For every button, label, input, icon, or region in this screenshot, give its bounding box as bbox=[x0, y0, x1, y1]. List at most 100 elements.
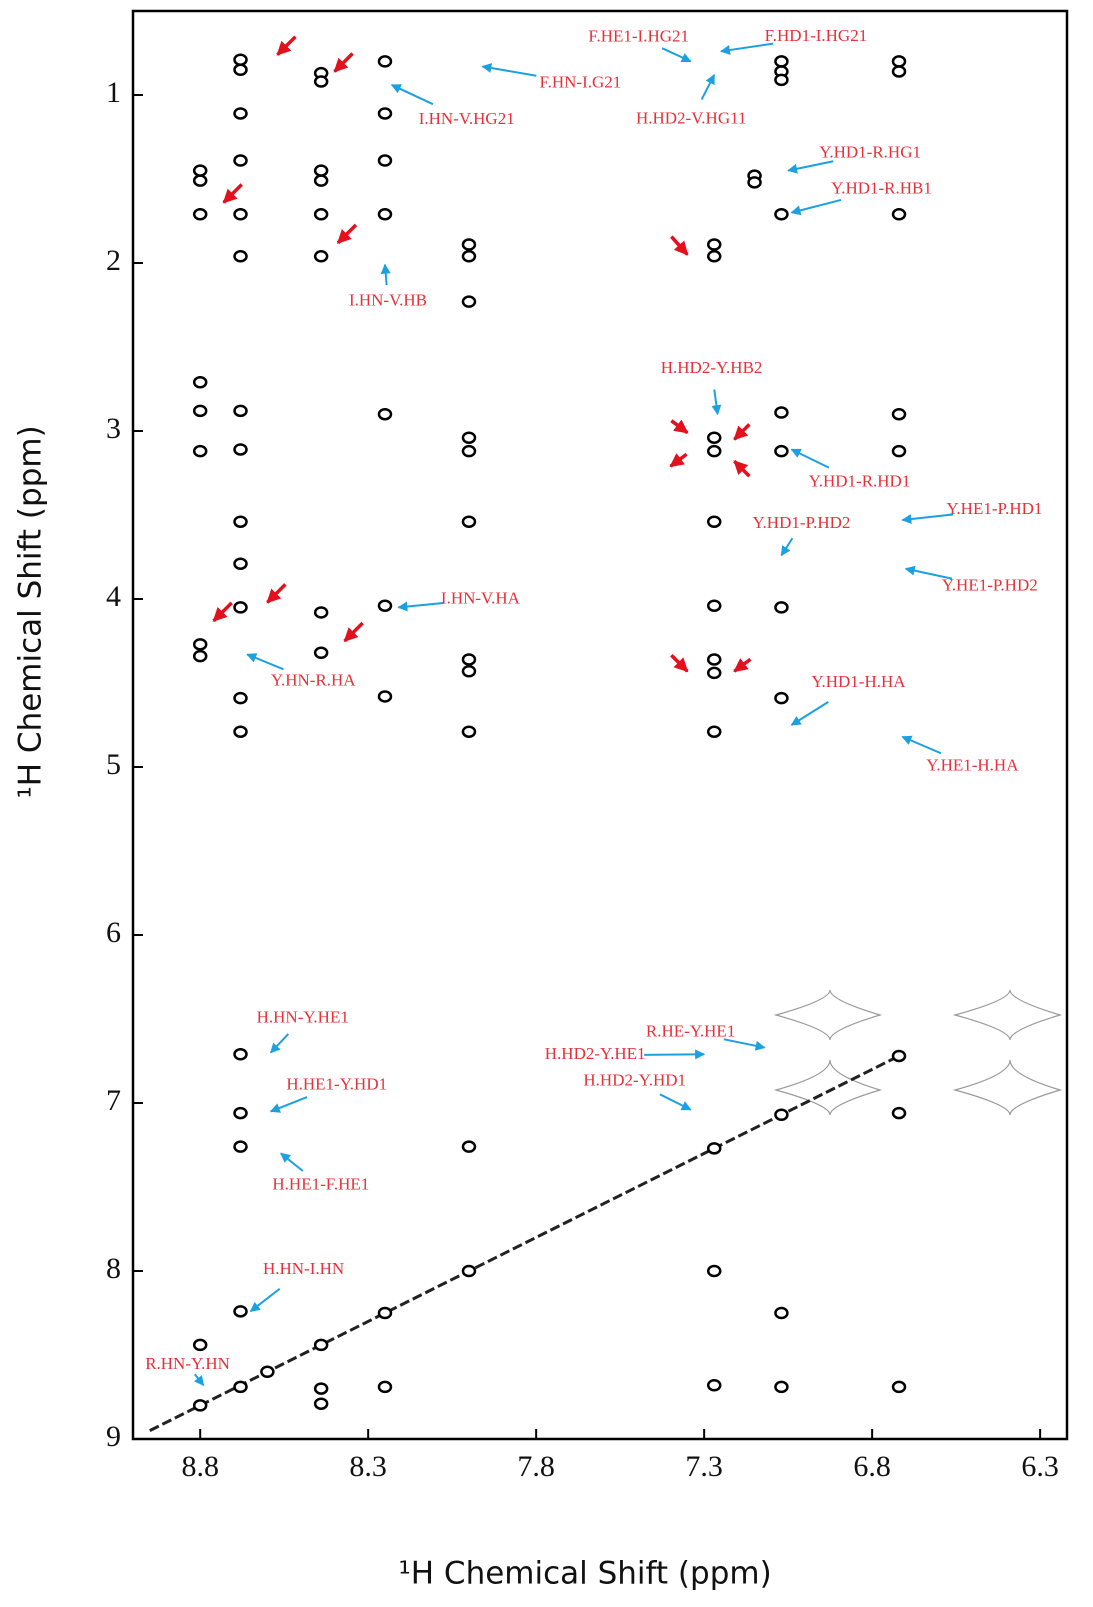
peak bbox=[775, 75, 787, 85]
peak bbox=[315, 166, 327, 176]
plot-frame bbox=[133, 11, 1067, 1439]
peak bbox=[708, 517, 720, 527]
annotation-label: Y.HD1-R.HD1 bbox=[809, 471, 911, 490]
peak bbox=[775, 446, 787, 456]
peak bbox=[315, 1399, 327, 1409]
annotation-arrow bbox=[398, 603, 443, 607]
red-arrow bbox=[734, 424, 749, 439]
peak bbox=[775, 1382, 787, 1392]
peak bbox=[235, 602, 247, 612]
peak bbox=[235, 108, 247, 118]
peak bbox=[379, 209, 391, 219]
x-tick-label: 7.3 bbox=[685, 1450, 723, 1483]
red-arrow bbox=[338, 225, 356, 243]
peak bbox=[463, 727, 475, 737]
annotation-arrow bbox=[724, 1039, 765, 1047]
red-arrow bbox=[671, 454, 687, 466]
x-tick-label: 7.8 bbox=[517, 1450, 555, 1483]
peak bbox=[379, 1382, 391, 1392]
peak bbox=[235, 1142, 247, 1152]
annotation-label: H.HD2-V.HG11 bbox=[636, 109, 747, 128]
peak bbox=[708, 668, 720, 678]
x-tick-label: 8.3 bbox=[349, 1450, 387, 1483]
peak bbox=[315, 77, 327, 87]
annotation-label: Y.HD1-R.HB1 bbox=[831, 179, 932, 198]
chart: ¹H Chemical Shift (ppm) ¹H Chemical Shif… bbox=[0, 0, 1093, 1607]
annotation-arrow bbox=[195, 1374, 204, 1385]
peak bbox=[379, 156, 391, 166]
annotation-label: F.HN-I.G21 bbox=[540, 72, 622, 91]
annotation-arrow bbox=[788, 161, 833, 170]
peak bbox=[194, 1340, 206, 1350]
annotation-label: I.HN-V.HB bbox=[349, 291, 427, 310]
peak bbox=[463, 251, 475, 261]
annotation-label: Y.HE1-P.HD2 bbox=[942, 576, 1038, 595]
peak bbox=[379, 601, 391, 611]
annotation-arrow bbox=[251, 1289, 280, 1312]
red-arrow bbox=[671, 237, 687, 255]
y-tick-label: 8 bbox=[106, 1252, 121, 1285]
peak bbox=[775, 693, 787, 703]
red-arrow bbox=[671, 655, 687, 671]
peak bbox=[261, 1367, 273, 1377]
peak bbox=[315, 251, 327, 261]
peak bbox=[775, 602, 787, 612]
annotation-label: H.HN-I.HN bbox=[263, 1259, 344, 1278]
annotation-arrow bbox=[247, 654, 283, 669]
y-tick-label: 6 bbox=[106, 916, 121, 949]
annotation-label: Y.HE1-H.HA bbox=[926, 756, 1019, 775]
annotation-label: Y.HD1-H.HA bbox=[811, 672, 906, 691]
peak bbox=[315, 176, 327, 186]
annotation-label: Y.HD1-P.HD2 bbox=[752, 513, 850, 532]
red-arrow bbox=[335, 53, 353, 71]
peak bbox=[235, 251, 247, 261]
annotation-arrow bbox=[482, 66, 536, 75]
x-axis-label: ¹H Chemical Shift (ppm) bbox=[398, 1556, 771, 1592]
y-tick-label: 5 bbox=[106, 748, 121, 781]
peak bbox=[194, 651, 206, 661]
red-arrow bbox=[224, 185, 242, 203]
peak bbox=[379, 56, 391, 66]
peak bbox=[893, 1108, 905, 1118]
peak bbox=[463, 1266, 475, 1276]
peak bbox=[235, 156, 247, 166]
peak bbox=[235, 693, 247, 703]
peak bbox=[194, 406, 206, 416]
annotation-label: Y.HE1-P.HD1 bbox=[946, 499, 1042, 518]
peak bbox=[194, 377, 206, 387]
peak bbox=[379, 108, 391, 118]
peak bbox=[235, 1108, 247, 1118]
annotation-arrow bbox=[660, 1094, 691, 1109]
peak bbox=[379, 691, 391, 701]
annotation-label: R.HN-Y.HN bbox=[145, 1354, 230, 1373]
annotation-label: H.HE1-Y.HD1 bbox=[286, 1074, 387, 1093]
peak bbox=[893, 209, 905, 219]
y-tick-label: 1 bbox=[106, 76, 121, 109]
annotation-arrow bbox=[781, 538, 792, 555]
red-arrow bbox=[214, 603, 232, 621]
peak bbox=[194, 639, 206, 649]
peak bbox=[194, 166, 206, 176]
peak bbox=[893, 1382, 905, 1392]
peak bbox=[379, 409, 391, 419]
peak bbox=[893, 1051, 905, 1061]
y-tick-label: 9 bbox=[106, 1420, 121, 1453]
peak bbox=[235, 444, 247, 454]
peak bbox=[708, 1380, 720, 1390]
peak bbox=[708, 1266, 720, 1276]
peak bbox=[775, 408, 787, 418]
peak bbox=[194, 1400, 206, 1410]
peak bbox=[194, 176, 206, 186]
red-arrow bbox=[734, 659, 750, 671]
peak bbox=[775, 56, 787, 66]
y-axis-label: ¹H Chemical Shift (ppm) bbox=[13, 425, 49, 798]
peak bbox=[379, 1308, 391, 1318]
red-arrow bbox=[277, 37, 295, 55]
peak bbox=[235, 1306, 247, 1316]
peak bbox=[463, 666, 475, 676]
peak bbox=[708, 251, 720, 261]
peak bbox=[708, 433, 720, 443]
annotation-label: Y.HD1-R.HG1 bbox=[819, 143, 921, 162]
peak bbox=[708, 601, 720, 611]
annotation-label: H.HN-Y.HE1 bbox=[257, 1008, 349, 1027]
